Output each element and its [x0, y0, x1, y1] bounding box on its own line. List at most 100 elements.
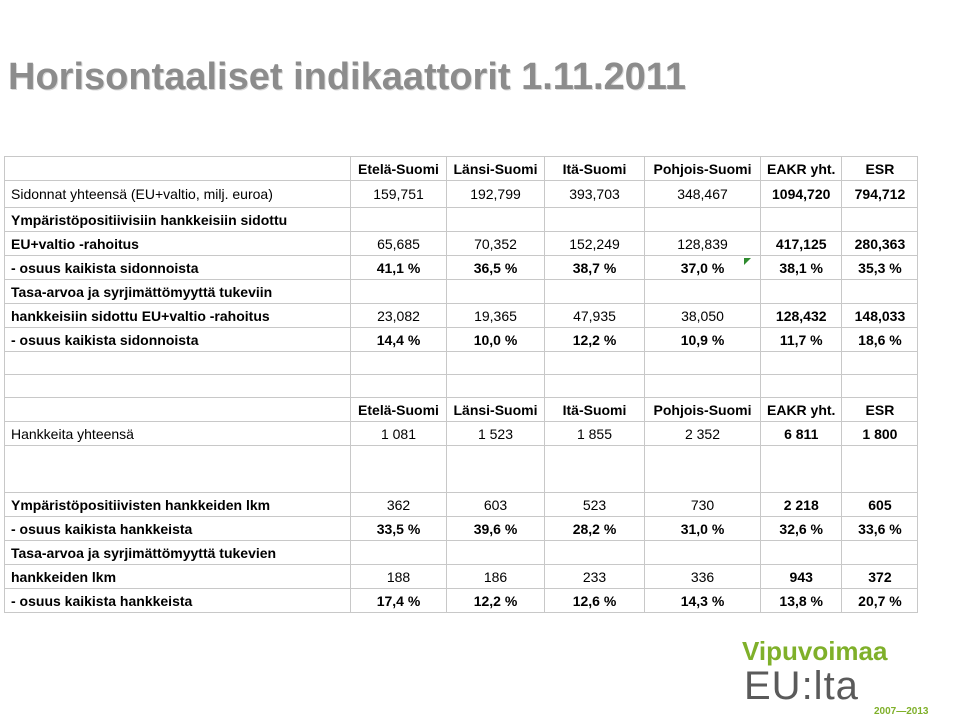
table-cell: 18,6 % [841, 327, 919, 352]
row-label: Ympäristöpositiivisiin hankkeisiin sidot… [4, 207, 351, 232]
table-row: EU+valtio -rahoitus 65,685 70,352 152,24… [4, 231, 919, 256]
table-cell: 19,365 [446, 303, 545, 328]
table-cell: 280,363 [841, 231, 919, 256]
vipuvoimaa-logo: Vipuvoimaa EU:lta 2007—2013 [742, 636, 942, 717]
table-cell: 794,712 [841, 180, 919, 208]
table-row: Tasa-arvoa ja syrjimättömyyttä tukeviin [4, 279, 919, 304]
table-cell: 31,0 % [644, 516, 761, 541]
table-cell: 70,352 [446, 231, 545, 256]
table-cell: 372 [841, 564, 919, 589]
table-cell: 41,1 % [350, 255, 447, 280]
table-cell: 65,685 [350, 231, 447, 256]
header-cell: Pohjois-Suomi [644, 156, 761, 181]
header-cell: Länsi-Suomi [446, 156, 545, 181]
row-label: Ympäristöpositiivisten hankkeiden lkm [4, 492, 351, 517]
table-row: Sidonnat yhteensä (EU+valtio, milj. euro… [4, 180, 919, 208]
table-cell: 38,7 % [544, 255, 645, 280]
header-cell: ESR [841, 397, 919, 422]
indicator-table: Etelä-Suomi Länsi-Suomi Itä-Suomi Pohjoi… [4, 156, 919, 613]
table-cell: 14,3 % [644, 588, 761, 613]
table-cell: 417,125 [759, 231, 843, 256]
table-cell: 28,2 % [544, 516, 645, 541]
section1-header-row: Etelä-Suomi Länsi-Suomi Itä-Suomi Pohjoi… [4, 156, 919, 181]
table-cell: 33,6 % [841, 516, 919, 541]
header-cell: ESR [841, 156, 919, 181]
table-row: - osuus kaikista sidonnoista 14,4 % 10,0… [4, 327, 919, 352]
table-cell: 605 [841, 492, 919, 517]
table-row: Hankkeita yhteensä 1 081 1 523 1 855 2 3… [4, 421, 919, 446]
table-cell: 10,9 % [644, 327, 761, 352]
table-cell: 1 523 [446, 421, 545, 446]
table-cell: 2 218 [759, 492, 843, 517]
table-cell: 6 811 [759, 421, 843, 446]
table-cell: 128,432 [759, 303, 843, 328]
table-cell: 12,2 % [446, 588, 545, 613]
table-cell: 730 [644, 492, 761, 517]
header-cell: Itä-Suomi [544, 156, 645, 181]
spacer-row [4, 445, 919, 493]
header-cell: Länsi-Suomi [446, 397, 545, 422]
table-cell: 128,839 [644, 231, 761, 256]
table-cell: 33,5 % [350, 516, 447, 541]
table-cell: 23,082 [350, 303, 447, 328]
table-cell: 1 081 [350, 421, 447, 446]
header-cell: EAKR yht. [759, 397, 843, 422]
table-cell: 38,1 % [759, 255, 843, 280]
table-row: - osuus kaikista sidonnoista 41,1 % 36,5… [4, 255, 919, 280]
spacer-row [4, 374, 919, 398]
table-cell: 12,6 % [544, 588, 645, 613]
row-label: hankkeisiin sidottu EU+valtio -rahoitus [4, 303, 351, 328]
table-cell: 1 800 [841, 421, 919, 446]
row-label: - osuus kaikista hankkeista [4, 588, 351, 613]
logo-line2: EU:lta [744, 664, 859, 708]
row-label: Hankkeita yhteensä [4, 421, 351, 446]
table-cell: 159,751 [350, 180, 447, 208]
row-label: - osuus kaikista sidonnoista [4, 255, 351, 280]
table-cell: 393,703 [544, 180, 645, 208]
table-cell: 1 855 [544, 421, 645, 446]
table-row: - osuus kaikista hankkeista 33,5 % 39,6 … [4, 516, 919, 541]
table-row: - osuus kaikista hankkeista 17,4 % 12,2 … [4, 588, 919, 613]
table-cell: 362 [350, 492, 447, 517]
row-label: - osuus kaikista sidonnoista [4, 327, 351, 352]
table-cell: 10,0 % [446, 327, 545, 352]
table-cell: 38,050 [644, 303, 761, 328]
header-blank-cell [4, 156, 351, 181]
row-label: Tasa-arvoa ja syrjimättömyyttä tukevien [4, 540, 351, 565]
table-cell: 1094,720 [759, 180, 843, 208]
row-label: - osuus kaikista hankkeista [4, 516, 351, 541]
table-cell: 32,6 % [759, 516, 843, 541]
row-label: EU+valtio -rahoitus [4, 231, 351, 256]
table-row: hankkeisiin sidottu EU+valtio -rahoitus … [4, 303, 919, 328]
table-cell: 148,033 [841, 303, 919, 328]
table-cell: 20,7 % [841, 588, 919, 613]
table-cell: 2 352 [644, 421, 761, 446]
table-cell: 152,249 [544, 231, 645, 256]
table-cell: 192,799 [446, 180, 545, 208]
logo-years: 2007—2013 [874, 706, 929, 717]
table-cell: 336 [644, 564, 761, 589]
table-cell: 943 [759, 564, 843, 589]
page-title: Horisontaaliset indikaattorit 1.11.2011 [8, 56, 686, 98]
header-cell: EAKR yht. [759, 156, 843, 181]
section2-header-row: Etelä-Suomi Länsi-Suomi Itä-Suomi Pohjoi… [4, 397, 919, 422]
row-label: hankkeiden lkm [4, 564, 351, 589]
table-cell: 11,7 % [759, 327, 843, 352]
table-cell: 37,0 % [644, 255, 761, 280]
table-cell: 188 [350, 564, 447, 589]
table-cell: 603 [446, 492, 545, 517]
header-cell: Etelä-Suomi [350, 397, 447, 422]
table-cell: 13,8 % [759, 588, 843, 613]
table-row: Tasa-arvoa ja syrjimättömyyttä tukevien [4, 540, 919, 565]
row-label: Sidonnat yhteensä (EU+valtio, milj. euro… [4, 180, 351, 208]
header-blank-cell [4, 397, 351, 422]
table-cell: 186 [446, 564, 545, 589]
table-row: Ympäristöpositiivisiin hankkeisiin sidot… [4, 207, 919, 232]
row-label: Tasa-arvoa ja syrjimättömyyttä tukeviin [4, 279, 351, 304]
table-cell: 14,4 % [350, 327, 447, 352]
table-cell: 47,935 [544, 303, 645, 328]
header-cell: Etelä-Suomi [350, 156, 447, 181]
logo-line1: Vipuvoimaa [742, 636, 888, 666]
table-cell: 233 [544, 564, 645, 589]
header-cell: Itä-Suomi [544, 397, 645, 422]
